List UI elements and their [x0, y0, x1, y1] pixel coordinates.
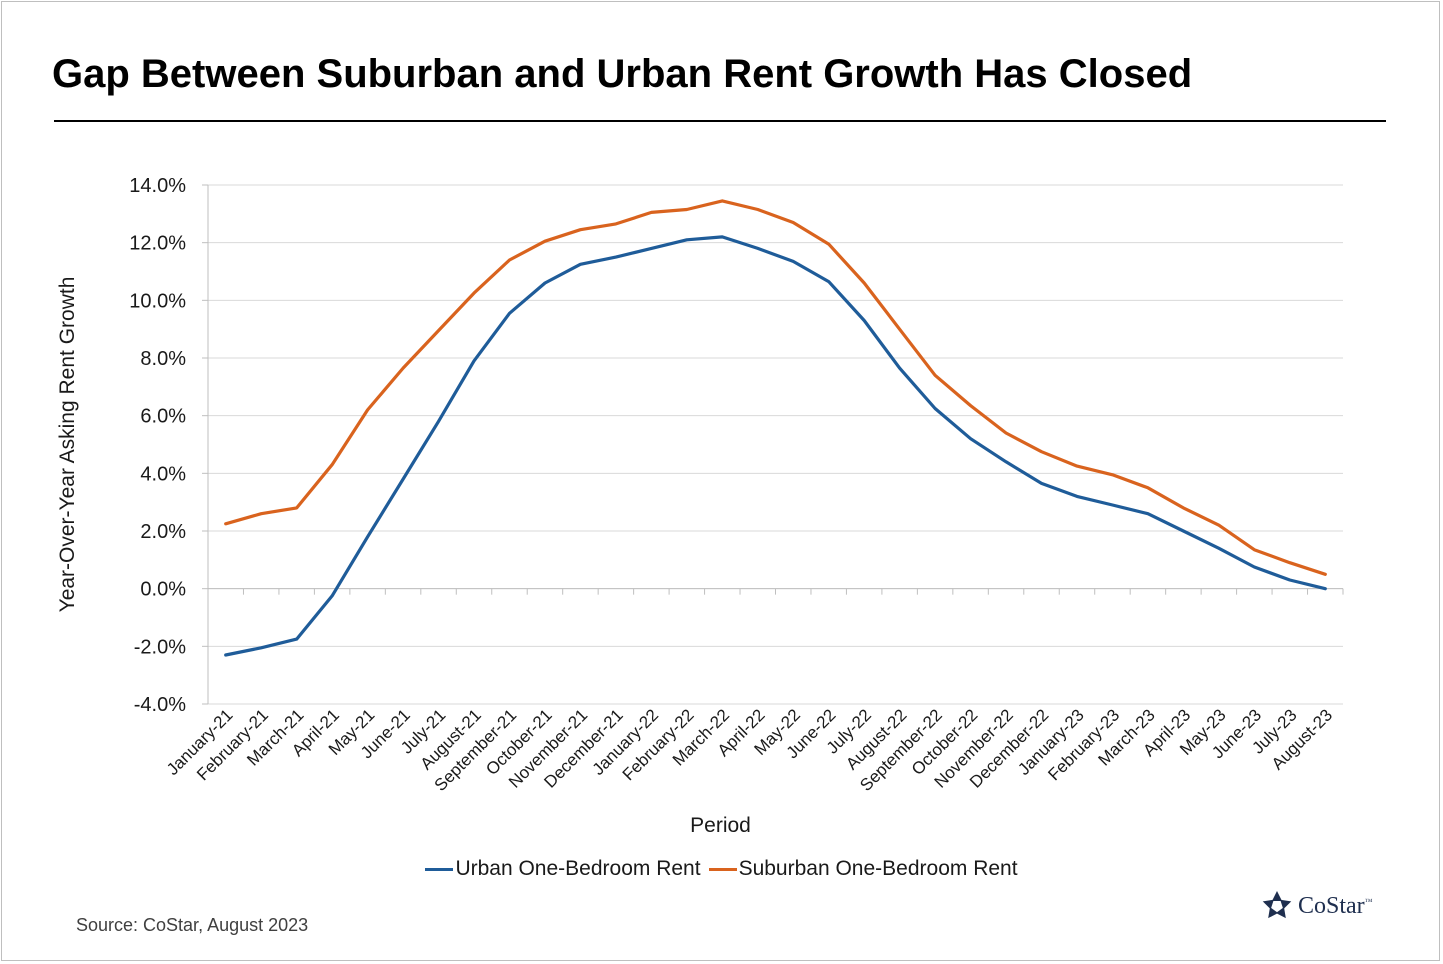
grid-lines: [208, 184, 1343, 705]
y-tick-labels: -4.0% -2.0% 0.0% 2.0% 4.0% 6.0% 8.0% 10.0% 12.0%…: [129, 175, 186, 716]
legend-label-urban: Urban One-Bedroom Rent: [455, 857, 701, 880]
y-tick-label: 10.0%: [129, 290, 186, 312]
y-tick-label: 6.0%: [140, 406, 186, 428]
legend-item-suburban: Suburban One-Bedroom Rent: [708, 857, 1018, 881]
y-tick-label: 4.0%: [140, 463, 186, 485]
y-tick-label: -2.0%: [134, 636, 186, 658]
y-tick-label: 8.0%: [140, 348, 186, 370]
x-tick-labels: January-21February-21March-21April-21May…: [163, 705, 1336, 795]
costar-wordmark: CoStar™: [1298, 892, 1373, 919]
chart-title: Gap Between Suburban and Urban Rent Grow…: [52, 52, 1193, 96]
y-tick-label: 0.0%: [140, 579, 186, 601]
source-note: Source: CoStar, August 2023: [76, 915, 309, 935]
title-divider: [54, 120, 1386, 122]
y-tick-label: 14.0%: [129, 175, 186, 197]
legend-label-suburban: Suburban One-Bedroom Rent: [738, 857, 1018, 880]
costar-logo: CoStar™: [1260, 889, 1373, 923]
y-tick-label: 12.0%: [129, 233, 186, 255]
x-axis-label: Period: [690, 814, 751, 837]
legend-swatch-suburban: [708, 867, 737, 871]
axes: [202, 184, 1344, 705]
urban-series-line: [224, 235, 1327, 657]
series-lines: [224, 199, 1327, 657]
legend-item-urban: Urban One-Bedroom Rent: [425, 857, 701, 881]
suburban-series-line: [224, 199, 1327, 576]
y-axis-label: Year-Over-Year Asking Rent Growth: [56, 277, 79, 613]
y-tick-label: 2.0%: [140, 521, 186, 543]
chart-legend: Urban One-Bedroom Rent Suburban One-Bedr…: [0, 857, 1443, 881]
legend-swatch-urban: [425, 867, 454, 871]
costar-star-icon: [1262, 891, 1292, 919]
y-tick-label: -4.0%: [134, 694, 186, 716]
